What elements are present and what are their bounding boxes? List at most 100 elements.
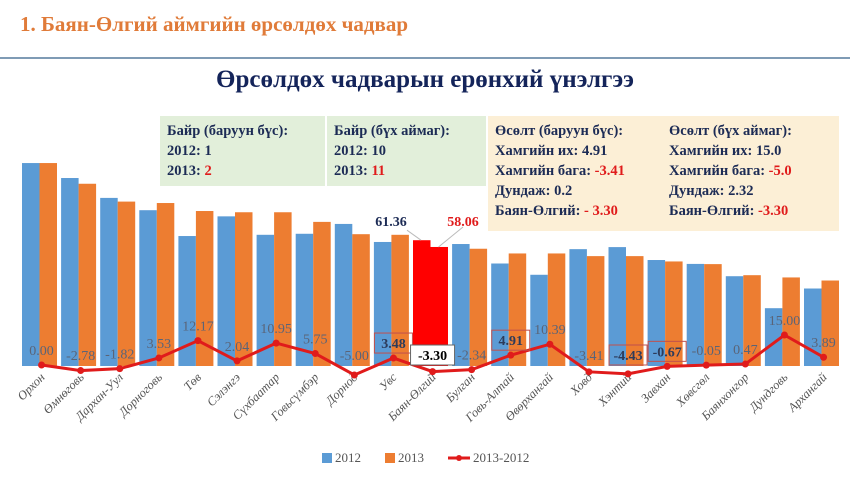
data-label-diff: 10.39 xyxy=(534,323,566,338)
bar-2012 xyxy=(804,288,822,366)
box-line: Дундаж: 0.2 xyxy=(495,181,655,201)
bar-2012 xyxy=(413,240,431,366)
bar-2013 xyxy=(704,264,722,366)
bar-2012 xyxy=(725,276,744,366)
bar-2013 xyxy=(313,221,331,366)
box-line: 2013: 2 xyxy=(167,161,318,181)
bar-2012 xyxy=(256,234,275,366)
bar-2013 xyxy=(782,277,800,366)
box-line-value: 11 xyxy=(371,163,386,179)
box-line: Баян-Өлгий: -3.30 xyxy=(669,201,832,221)
data-label-diff: 12.17 xyxy=(182,320,214,335)
bar-2013 xyxy=(469,248,488,366)
line-point xyxy=(546,340,554,348)
legend-marker-diff xyxy=(456,455,462,461)
bar-2012 xyxy=(100,197,118,366)
bar-2012 xyxy=(295,233,314,366)
box-line-label: Хамгийн их: xyxy=(669,143,756,159)
bar-2012 xyxy=(608,247,626,366)
box-line: 2012: 1 xyxy=(167,141,318,161)
box-line-label: Хамгийн бага: xyxy=(669,163,769,179)
data-label-2013: 58.06 xyxy=(447,215,479,230)
data-label-diff: 15.00 xyxy=(769,314,801,329)
data-label-diff: -0.67 xyxy=(653,345,682,360)
legend-label-2012: 2012 xyxy=(335,450,361,465)
box-heading: Байр (баруун бүс): xyxy=(167,123,289,139)
line-point xyxy=(468,366,476,374)
bar-2012 xyxy=(647,260,666,366)
box-line-label: Баян-Өлгий: xyxy=(669,203,759,219)
legend-swatch-2012 xyxy=(322,453,332,463)
box-line-value: -3.30 xyxy=(758,203,789,219)
line-point xyxy=(389,354,397,362)
box-line: Хамгийн бага: -5.0 xyxy=(669,161,832,181)
data-label-diff: 0.00 xyxy=(29,344,54,359)
box-line-value: 2.32 xyxy=(728,183,754,199)
legend-label-diff: 2013-2012 xyxy=(473,450,529,465)
line-point xyxy=(507,351,515,359)
bar-2013 xyxy=(665,261,683,366)
box-line: Дундаж: 2.32 xyxy=(669,181,832,201)
rank-all-aimags-box: Байр (бүх аймаг): 2012: 10 2013: 11 xyxy=(327,116,486,186)
data-label-diff: 4.91 xyxy=(499,334,524,349)
data-label-diff: -2.78 xyxy=(66,349,95,364)
box-line-value: 0.2 xyxy=(554,183,573,199)
line-point xyxy=(585,368,593,376)
rank-west-region-box: Байр (баруун бүс): 2012: 1 2013: 2 xyxy=(160,116,325,186)
bar-2013 xyxy=(743,275,761,366)
box-line-value: -5.0 xyxy=(768,163,792,179)
growth-west-region-box: Өсөлт (баруун бүс): Хамгийн их: 4.91 Хамги… xyxy=(488,116,662,231)
box-line-value: - 3.30 xyxy=(584,203,618,219)
data-label-diff: -5.00 xyxy=(340,349,369,364)
bar-2013 xyxy=(39,163,57,366)
line-point xyxy=(38,361,46,369)
line-point xyxy=(311,350,319,357)
bar-2013 xyxy=(235,212,253,366)
bar-2013 xyxy=(352,234,370,366)
box-line: 2013: 11 xyxy=(334,161,479,181)
data-label-diff: 0.47 xyxy=(733,343,758,358)
box-line-label: Дундаж: xyxy=(669,183,729,199)
box-heading: Өсөлт (баруун бүс): xyxy=(495,123,624,139)
category-label: Орхон xyxy=(15,370,48,403)
category-label: Дундговь xyxy=(746,370,791,415)
line-point xyxy=(780,331,788,339)
box-line-value: 4.91 xyxy=(581,143,608,159)
data-label-2012: 61.36 xyxy=(375,215,407,230)
growth-all-aimags-box: Өсөлт (бүх аймаг): Хамгийн их: 15.0 Хамгий… xyxy=(662,116,839,231)
line-point xyxy=(194,337,202,345)
bar-2012 xyxy=(178,236,196,366)
bar-2012 xyxy=(217,216,235,366)
box-line-label: 2012: xyxy=(334,143,372,159)
box-line: Хамгийн бага: -3.41 xyxy=(495,161,655,181)
bar-2013 xyxy=(626,256,644,366)
bar-2012 xyxy=(139,210,157,366)
bar-2013 xyxy=(274,212,292,366)
bar-2012 xyxy=(764,308,783,366)
leader-line xyxy=(406,229,422,241)
box-heading: Байр (бүх аймаг): xyxy=(334,123,450,139)
bar-2013 xyxy=(78,183,97,366)
data-label-diff: -3.30 xyxy=(418,349,447,364)
data-label-box xyxy=(647,340,687,362)
data-label-diff: -0.05 xyxy=(692,344,721,359)
line-point xyxy=(116,365,124,373)
box-line: Баян-Өлгий: - 3.30 xyxy=(495,201,655,221)
category-label: Сэлэнгэ xyxy=(204,370,243,409)
data-label-box xyxy=(373,332,413,354)
data-label-diff: 2.04 xyxy=(225,340,250,355)
line-point xyxy=(233,357,241,365)
bar-2012 xyxy=(491,263,509,366)
bar-2012 xyxy=(686,263,705,366)
line-point xyxy=(155,354,163,362)
bar-2012 xyxy=(373,241,392,366)
data-label-diff: -1.82 xyxy=(105,348,134,363)
line-point xyxy=(820,353,828,361)
line-point xyxy=(702,361,710,369)
bar-2013 xyxy=(430,246,448,366)
data-label-diff: 3.48 xyxy=(381,337,406,352)
box-line-label: 2013: xyxy=(334,163,372,179)
bar-2013 xyxy=(586,256,605,366)
